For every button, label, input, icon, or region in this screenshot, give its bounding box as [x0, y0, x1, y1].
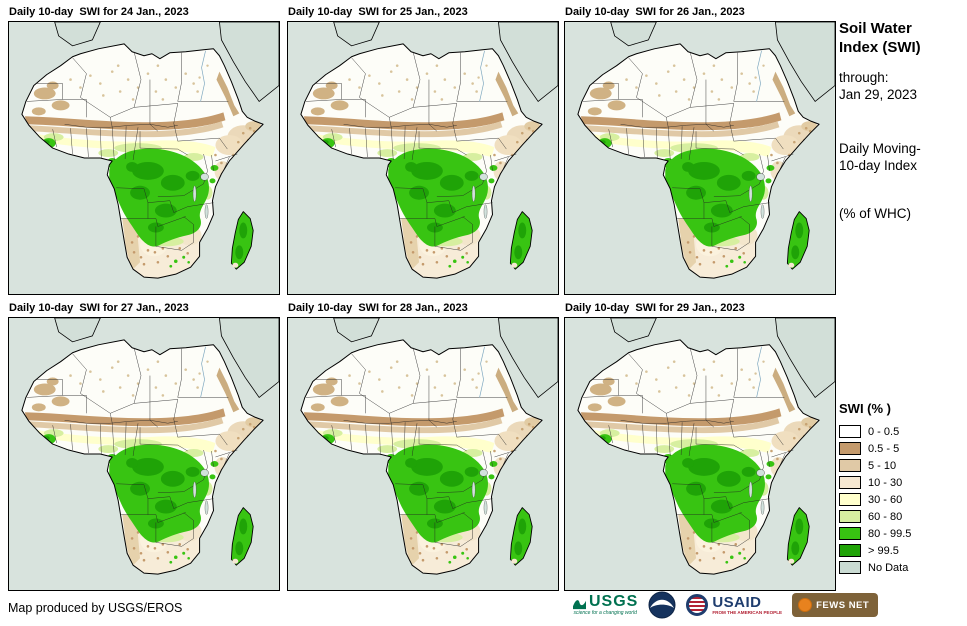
map-panel-6: Daily 10-day SWI for 29 Jan., 2023 [564, 301, 836, 591]
units-label: (% of WHC) [839, 205, 911, 221]
through-label: through: [839, 69, 889, 85]
africa-map-image [288, 22, 558, 294]
legend-swatch [839, 459, 861, 472]
legend-item: 80 - 99.5 [839, 525, 911, 542]
legend-item: > 99.5 [839, 542, 911, 559]
legend-label: 0 - 0.5 [868, 425, 900, 438]
legend-label: 80 - 99.5 [868, 527, 912, 540]
fewsnet-label: FEWS NET [816, 599, 870, 611]
legend-swatch [839, 425, 861, 438]
noaa-logo [648, 591, 676, 619]
usgs-wave-icon [573, 600, 586, 610]
map-panel-title: Daily 10-day SWI for 27 Jan., 2023 [9, 302, 189, 314]
legend-item: 0.5 - 5 [839, 440, 911, 457]
sidebar: Soil Water Index (SWI) through: Jan 29, … [839, 20, 965, 222]
usaid-label: USAID [712, 593, 762, 611]
legend-item: 5 - 10 [839, 457, 911, 474]
swi-legend: SWI (% ) 0 - 0.5 0.5 - 5 5 - 10 10 - 30 … [839, 401, 911, 576]
index-type-label: Daily Moving-10-day Index [839, 140, 921, 174]
map-panel-title: Daily 10-day SWI for 29 Jan., 2023 [565, 302, 745, 314]
usaid-seal-icon [686, 594, 709, 616]
map-credit: Map produced by USGS/EROS [8, 601, 183, 615]
legend-label: 30 - 60 [868, 493, 903, 506]
africa-map-image [288, 318, 558, 590]
legend-item: 60 - 80 [839, 508, 911, 525]
legend-item: 10 - 30 [839, 474, 911, 491]
legend-item: 30 - 60 [839, 491, 911, 508]
map-panel-title: Daily 10-day SWI for 24 Jan., 2023 [9, 6, 189, 18]
legend-label: 60 - 80 [868, 510, 903, 523]
usgs-logo: USGS science for a changing world [572, 594, 638, 616]
map-panel-title: Daily 10-day SWI for 28 Jan., 2023 [288, 302, 468, 314]
legend-swatch [839, 510, 861, 523]
legend-swatch [839, 527, 861, 540]
map-panel-title: Daily 10-day SWI for 25 Jan., 2023 [288, 6, 468, 18]
legend-item: No Data [839, 559, 911, 576]
sidebar-title: Soil Water Index (SWI) [839, 20, 921, 56]
map-panel-5: Daily 10-day SWI for 28 Jan., 2023 [287, 301, 559, 591]
legend-label: 5 - 10 [868, 459, 897, 472]
africa-map [8, 317, 280, 591]
africa-map [564, 21, 836, 295]
legend-label: > 99.5 [868, 544, 899, 557]
legend-swatch [839, 544, 861, 557]
legend-swatch [839, 561, 861, 574]
africa-map-image [9, 318, 279, 590]
africa-map-image [565, 22, 835, 294]
legend-title: SWI (% ) [839, 401, 891, 416]
usgs-label: USGS [589, 593, 639, 610]
africa-map [287, 317, 559, 591]
legend-swatch [839, 442, 861, 455]
usaid-logo: USAID FROM THE AMERICAN PEOPLE [686, 594, 782, 616]
legend-swatch [839, 476, 861, 489]
legend-label: 0.5 - 5 [868, 442, 900, 455]
map-panel-title: Daily 10-day SWI for 26 Jan., 2023 [565, 6, 745, 18]
africa-map-image [565, 318, 835, 590]
legend-item: 0 - 0.5 [839, 423, 911, 440]
legend-label: 10 - 30 [868, 476, 903, 489]
africa-map [564, 317, 836, 591]
legend-label: No Data [868, 561, 909, 574]
map-panel-4: Daily 10-day SWI for 27 Jan., 2023 [8, 301, 280, 591]
map-panel-3: Daily 10-day SWI for 26 Jan., 2023 [564, 5, 836, 295]
fewsnet-logo: FEWS NET [792, 593, 879, 617]
legend-swatch [839, 493, 861, 506]
through-date: Jan 29, 2023 [839, 87, 918, 103]
map-panel-2: Daily 10-day SWI for 25 Jan., 2023 [287, 5, 559, 295]
africa-map [287, 21, 559, 295]
map-panel-1: Daily 10-day SWI for 24 Jan., 2023 [8, 5, 280, 295]
globe-icon [798, 598, 813, 612]
usaid-tagline: FROM THE AMERICAN PEOPLE [712, 609, 783, 615]
logo-strip: USGS science for a changing world USAID … [572, 588, 879, 622]
africa-map [8, 21, 280, 295]
usgs-tagline: science for a changing world [573, 610, 637, 616]
africa-map-image [9, 22, 279, 294]
